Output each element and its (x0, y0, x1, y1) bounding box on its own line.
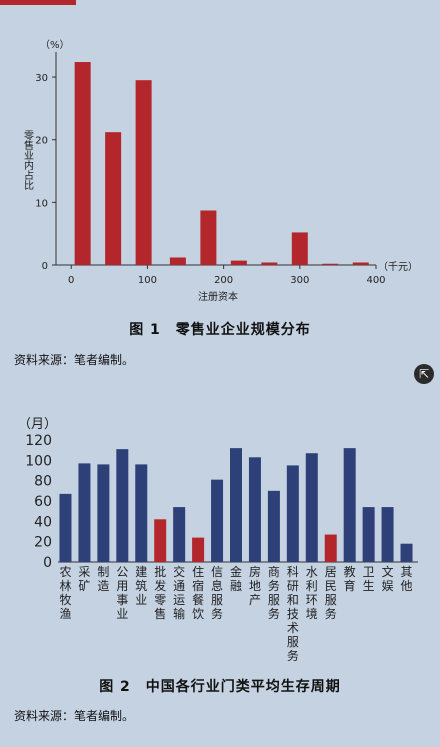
x-tick-label: 400 (366, 275, 385, 286)
bar (381, 507, 394, 562)
bar (291, 232, 308, 265)
bar (248, 457, 261, 562)
top-accent-bar (0, 0, 76, 5)
bar (173, 507, 186, 562)
bar (135, 464, 148, 562)
category-label: 居民服务 (325, 565, 337, 621)
bar (74, 62, 91, 265)
category-label: 水利环境 (306, 565, 318, 621)
x-tick-label: 100 (138, 275, 157, 286)
y-tick-label: 100 (25, 453, 52, 469)
bar (343, 448, 356, 562)
bar (261, 262, 278, 265)
category-label: 卫生 (363, 565, 375, 593)
bar (154, 519, 167, 562)
category-label: 批发零售 (154, 564, 166, 621)
bar (267, 490, 280, 562)
y-tick-label: 120 (25, 433, 52, 449)
category-label: 采矿 (78, 565, 90, 593)
x-tick-label: 300 (290, 275, 309, 286)
y-tick-label: 20 (35, 136, 48, 147)
x-axis-title: 注册资本 (198, 290, 238, 303)
x-tick-label: 0 (68, 275, 74, 286)
y-tick-label: 20 (34, 535, 52, 551)
bar (230, 260, 247, 265)
bar (305, 453, 318, 562)
bar (135, 80, 152, 265)
y-unit-label: （月） (18, 417, 57, 432)
bar (169, 257, 186, 265)
category-label: 农林牧渔 (59, 565, 71, 621)
bar (352, 262, 369, 265)
chart-industry-survival: （月） 0 20 40 60 80 100 120 农林牧渔采矿制造公用事业建筑业批发零售交通运… (18, 417, 418, 663)
y-tick-label: 60 (34, 494, 52, 510)
bar (105, 132, 122, 265)
figure1-source: 资料来源：笔者编制。 (14, 353, 135, 367)
category-label: 科研和技术服务 (287, 565, 299, 663)
bar (324, 534, 337, 562)
bar (192, 537, 205, 562)
y-tick-label: 30 (35, 73, 48, 84)
category-label: 其他 (401, 565, 413, 593)
bar (362, 507, 375, 562)
category-label: 交通运输 (173, 564, 185, 621)
category-label: 公用事业 (116, 565, 128, 621)
category-label: 制造 (97, 565, 109, 593)
y-axis-title: 零售业内占比 (22, 130, 34, 190)
figure1-caption: 图 1 零售业企业规模分布 (129, 322, 311, 338)
bar (211, 479, 224, 562)
y-tick-label: 80 (34, 474, 52, 490)
category-label: 建筑业 (135, 565, 147, 607)
y-tick-label: 40 (34, 514, 52, 530)
bar (200, 210, 217, 265)
category-label: 住宿餐饮 (192, 565, 204, 621)
category-label: 教育 (344, 564, 356, 593)
figure2-source: 资料来源：笔者编制。 (14, 709, 135, 723)
bar (230, 448, 242, 562)
bar (78, 463, 91, 562)
category-label: 商务服务 (268, 564, 280, 621)
bar (116, 449, 129, 562)
bar (322, 263, 339, 265)
y-tick-label: 0 (42, 261, 48, 272)
category-label: 房地产 (249, 564, 261, 607)
category-label: 文娱 (382, 564, 394, 593)
share-icon[interactable]: ⇱ (414, 364, 434, 384)
bar (59, 493, 72, 562)
bar (286, 465, 299, 562)
figure2-caption: 图 2 中国各行业门类平均生存周期 (99, 679, 341, 695)
bar (400, 543, 413, 562)
category-label: 金融 (230, 564, 242, 593)
x-tick-label: 200 (214, 275, 233, 286)
y-tick-label: 0 (43, 555, 52, 571)
y-tick-label: 10 (35, 198, 48, 209)
y-unit-label: （%） (40, 39, 70, 51)
category-label: 信息服务 (211, 565, 223, 621)
x-unit-label: （千元） (378, 261, 418, 273)
bar (97, 464, 110, 562)
